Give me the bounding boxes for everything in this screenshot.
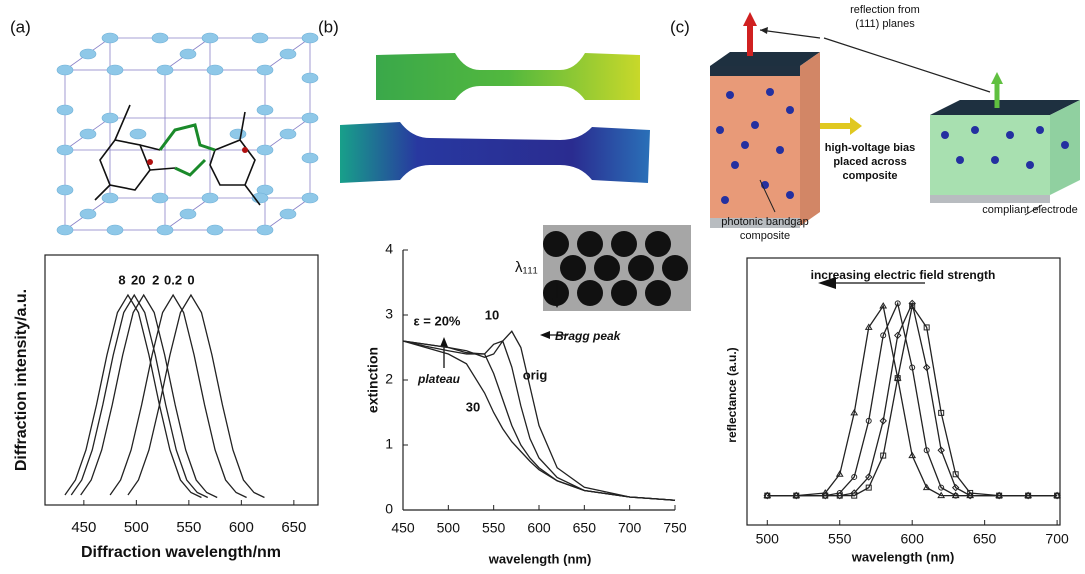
- x-tick-label: 600: [527, 520, 551, 536]
- plot-frame: [747, 258, 1060, 525]
- annotation: λ₁₁₁: [515, 259, 538, 276]
- x-tick-label: 550: [828, 531, 852, 547]
- x-tick-label: 650: [973, 531, 997, 547]
- x-axis-title: Diffraction wavelength/nm: [81, 544, 281, 561]
- lattice-illustration: [57, 33, 318, 235]
- series-label: 8: [118, 272, 125, 287]
- x-tick-label: 450: [71, 519, 96, 536]
- diagram-label: composite: [842, 170, 897, 182]
- panel-label: (b): [318, 17, 339, 36]
- diagram-label: high-voltage bias: [825, 142, 915, 154]
- diagram-label: placed across: [833, 156, 906, 168]
- series-label: 2: [152, 272, 159, 287]
- y-tick-label: 3: [385, 306, 393, 322]
- x-tick-label: 700: [618, 520, 642, 536]
- x-tick-label: 550: [176, 519, 201, 536]
- y-axis-title: reflectance (a.u.): [725, 347, 739, 442]
- annotation: Bragg peak: [555, 329, 622, 343]
- diagram-label: photonic bandgap: [721, 216, 808, 228]
- series-label: 20: [131, 272, 145, 287]
- x-tick-label: 500: [756, 531, 780, 547]
- data-line: [81, 295, 218, 498]
- diagram-label: compliant electrode: [982, 204, 1077, 216]
- x-tick-label: 650: [281, 519, 306, 536]
- panel-label: (a): [10, 17, 31, 36]
- x-tick-label: 550: [482, 520, 506, 536]
- diagram-label: (111) planes: [855, 18, 915, 30]
- device-diagram: [710, 12, 1080, 228]
- y-tick-label: 0: [385, 501, 393, 517]
- series-label: 0.2: [164, 272, 182, 287]
- x-axis-title: wavelength (nm): [851, 549, 955, 564]
- series-label: 10: [485, 307, 499, 322]
- data-line: [65, 295, 202, 498]
- annotation: plateau: [417, 372, 461, 386]
- diagram-label: composite: [740, 230, 790, 242]
- strip-photos: [340, 53, 650, 183]
- x-tick-label: 650: [573, 520, 597, 536]
- data-line: [767, 303, 1057, 495]
- x-tick-label: 500: [437, 520, 461, 536]
- data-line: [767, 306, 1057, 496]
- data-line: [767, 303, 1057, 495]
- x-axis-title: wavelength (nm): [488, 551, 592, 566]
- inset-illustration: [543, 225, 691, 311]
- x-tick-label: 500: [124, 519, 149, 536]
- y-axis-title: Diffraction intensity/a.u.: [13, 289, 30, 471]
- x-tick-label: 750: [663, 520, 687, 536]
- x-tick-label: 600: [229, 519, 254, 536]
- figure: (a) (b) (c): [0, 0, 1085, 569]
- x-tick-label: 700: [1045, 531, 1069, 547]
- data-line: [767, 306, 1057, 496]
- x-tick-label: 600: [901, 531, 925, 547]
- series-label: 30: [466, 399, 480, 414]
- panel-label: (c): [670, 17, 690, 36]
- y-tick-label: 1: [385, 436, 393, 452]
- y-axis-title: extinction: [365, 347, 381, 413]
- series-label: 0: [187, 272, 194, 287]
- y-tick-label: 2: [385, 371, 393, 387]
- y-tick-label: 4: [385, 241, 393, 257]
- series-label: orig: [523, 367, 548, 382]
- series-label: ε = 20%: [413, 313, 460, 328]
- annotation: increasing electric field strength: [811, 268, 996, 282]
- diagram-label: reflection from: [850, 4, 920, 16]
- x-tick-label: 450: [391, 520, 415, 536]
